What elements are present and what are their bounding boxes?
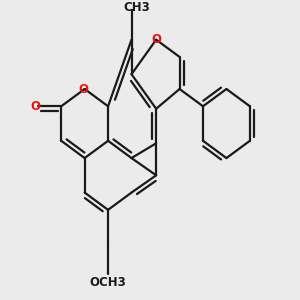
Text: OCH3: OCH3 xyxy=(90,276,127,289)
Text: O: O xyxy=(151,33,161,46)
Text: O: O xyxy=(79,82,88,95)
Text: CH3: CH3 xyxy=(123,1,150,14)
Text: O: O xyxy=(30,100,40,113)
